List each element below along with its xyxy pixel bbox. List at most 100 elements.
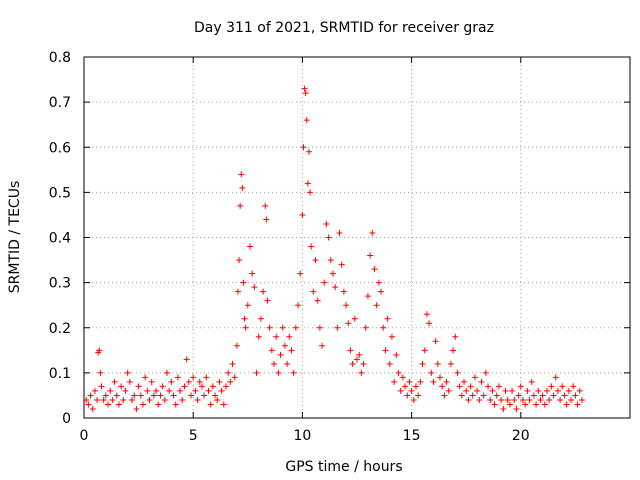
data-point [233,342,240,349]
data-point [410,396,417,403]
data-point [347,347,354,354]
data-point [476,396,483,403]
data-point [236,257,243,264]
y-axis-label: SRMTID / TECUs [7,181,23,294]
data-point [262,202,269,209]
data-point [159,383,166,390]
data-point [454,369,461,376]
data-point [402,383,409,390]
data-point [485,383,492,390]
x-tick-label: 15 [403,428,421,444]
x-tick-label: 10 [293,428,311,444]
data-point [391,378,398,385]
data-point [122,387,129,394]
data-point [471,374,478,381]
data-point [340,288,347,295]
data-point [312,257,319,264]
data-point [124,369,131,376]
data-point [332,284,339,291]
data-point [201,392,208,399]
data-point [419,360,426,367]
data-point [559,383,566,390]
data-point [467,383,474,390]
data-point [362,324,369,331]
data-point [113,392,120,399]
data-point [528,378,535,385]
data-point [300,144,307,151]
data-point [251,284,258,291]
data-point [297,270,304,277]
data-point [203,374,210,381]
data-point [179,396,186,403]
data-point [273,333,280,340]
x-tick-label: 20 [512,428,530,444]
data-point [384,315,391,322]
data-point [428,369,435,376]
data-point [522,401,529,408]
data-point [478,378,485,385]
axis-ticks [83,56,630,419]
data-point [100,396,107,403]
data-point [218,387,225,394]
data-point [500,405,507,412]
data-point [286,333,293,340]
data-point [129,396,136,403]
data-point [299,211,306,218]
data-point [404,392,411,399]
data-point [511,396,518,403]
data-point [264,297,271,304]
data-point [102,392,109,399]
data-point [238,171,245,178]
data-point [415,392,422,399]
grid [84,57,630,418]
data-point [450,347,457,354]
data-point [161,396,168,403]
data-point [139,401,146,408]
data-point [295,302,302,309]
data-point [120,396,127,403]
data-point [417,378,424,385]
data-point [506,401,513,408]
data-point [118,383,125,390]
data-point [308,243,315,250]
data-point [170,392,177,399]
data-point [163,369,170,376]
data-point [554,387,561,394]
data-point [541,401,548,408]
data-point [386,360,393,367]
data-point [105,401,112,408]
data-point [172,401,179,408]
data-point [568,396,575,403]
data-point [89,405,96,412]
data-point [345,320,352,327]
data-point [458,392,465,399]
data-point [277,351,284,358]
x-tick-label: 5 [189,428,198,444]
data-point [358,369,365,376]
data-point [253,369,260,376]
data-point [517,383,524,390]
data-point [382,347,389,354]
data-point [91,387,98,394]
data-point [574,401,581,408]
data-point [207,401,214,408]
data-point [443,378,450,385]
data-point [487,396,494,403]
data-point [271,360,278,367]
x-tick-label: 0 [80,428,89,444]
data-point [234,288,241,295]
y-tick-label: 0.6 [49,140,71,156]
data-point [209,383,216,390]
y-tick-label: 0.7 [49,95,71,111]
data-point [423,311,430,318]
data-point [96,347,103,354]
data-point [563,401,570,408]
data-point [550,392,557,399]
data-point [439,383,446,390]
data-point [489,387,496,394]
y-tick-labels: 0 0.1 0.2 0.3 0.4 0.5 0.6 0.7 0.8 [49,50,71,427]
data-point [185,378,192,385]
data-point [97,369,104,376]
data-point [447,360,454,367]
y-tick-label: 0 [62,411,71,427]
